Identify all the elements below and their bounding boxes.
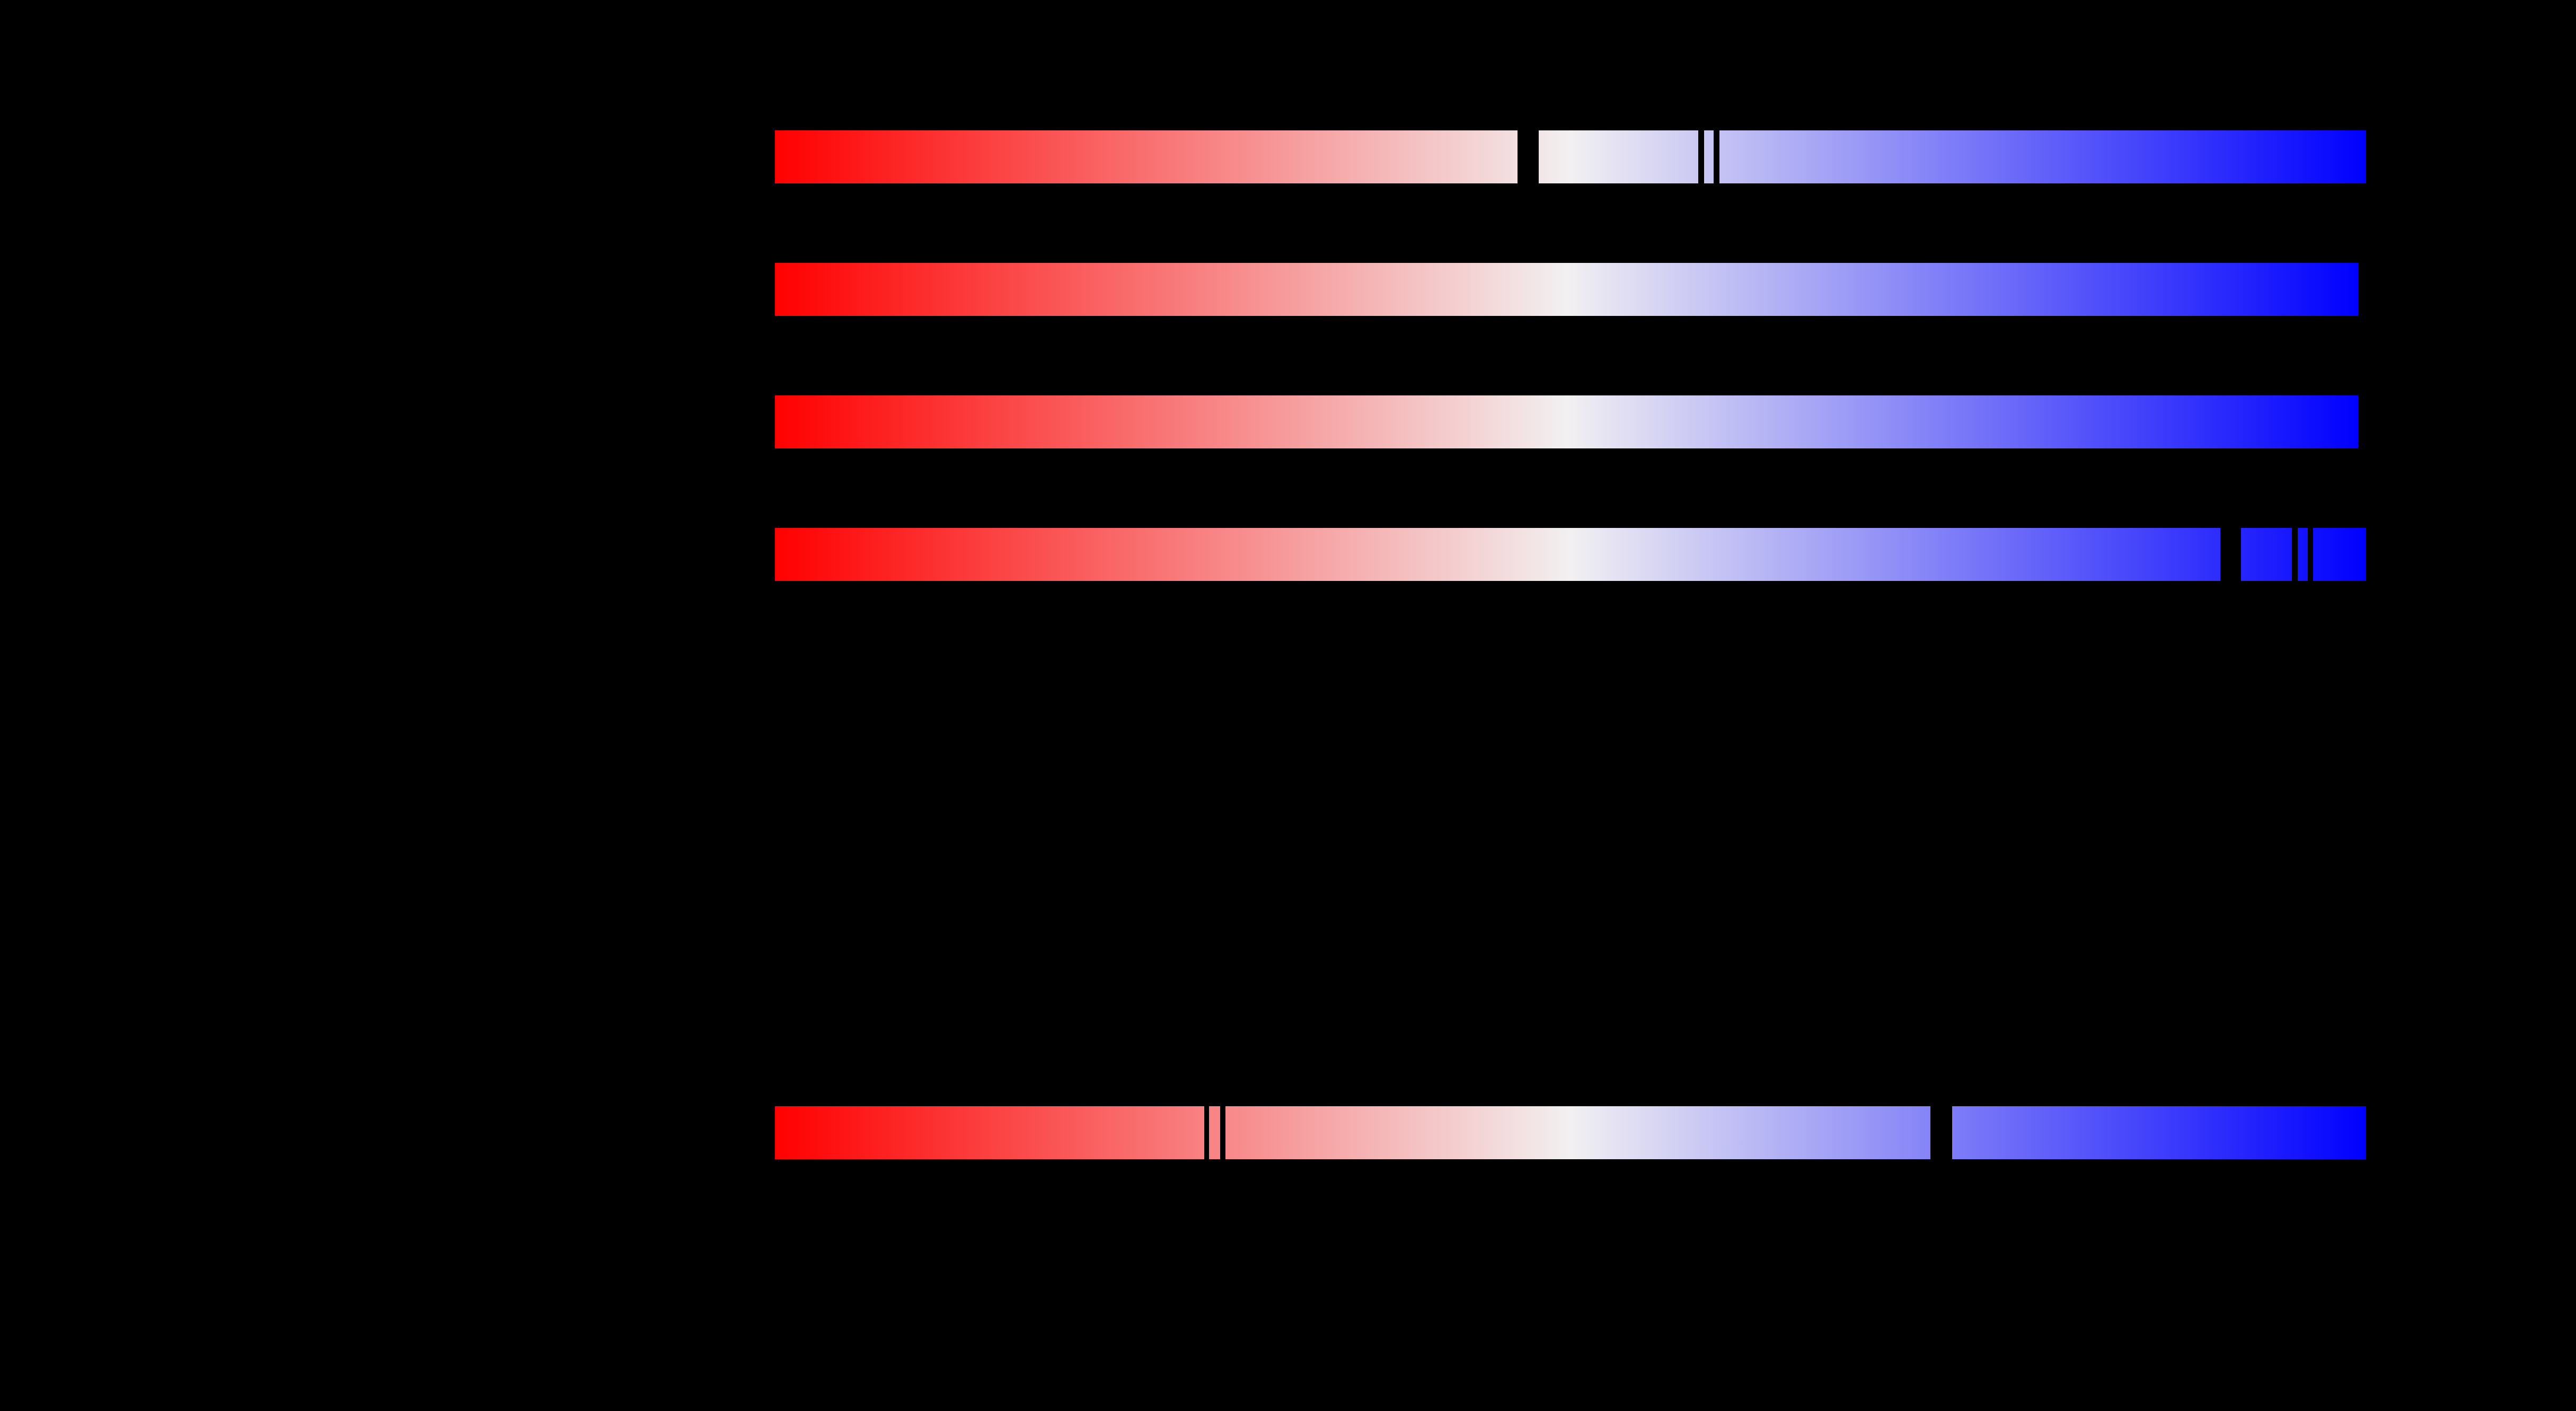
- strip-position-marker: [1698, 130, 1704, 183]
- strip-position-marker: [1714, 130, 1719, 183]
- strip-position-marker: [1518, 130, 1539, 183]
- strip-position-marker: [2308, 528, 2313, 581]
- strip-position-marker: [2292, 528, 2298, 581]
- gradient-strip-5: [775, 1106, 2366, 1159]
- strip-position-marker: [1204, 1106, 1209, 1159]
- gradient-strip-1: [775, 130, 2366, 183]
- gradient-strip-3: [775, 395, 2358, 448]
- strip-position-marker: [2220, 528, 2241, 581]
- gradient-strip-4: [775, 528, 2366, 581]
- gradient-strip-2: [775, 263, 2358, 316]
- strip-position-marker: [1220, 1106, 1225, 1159]
- strip-position-marker: [1930, 1106, 1952, 1159]
